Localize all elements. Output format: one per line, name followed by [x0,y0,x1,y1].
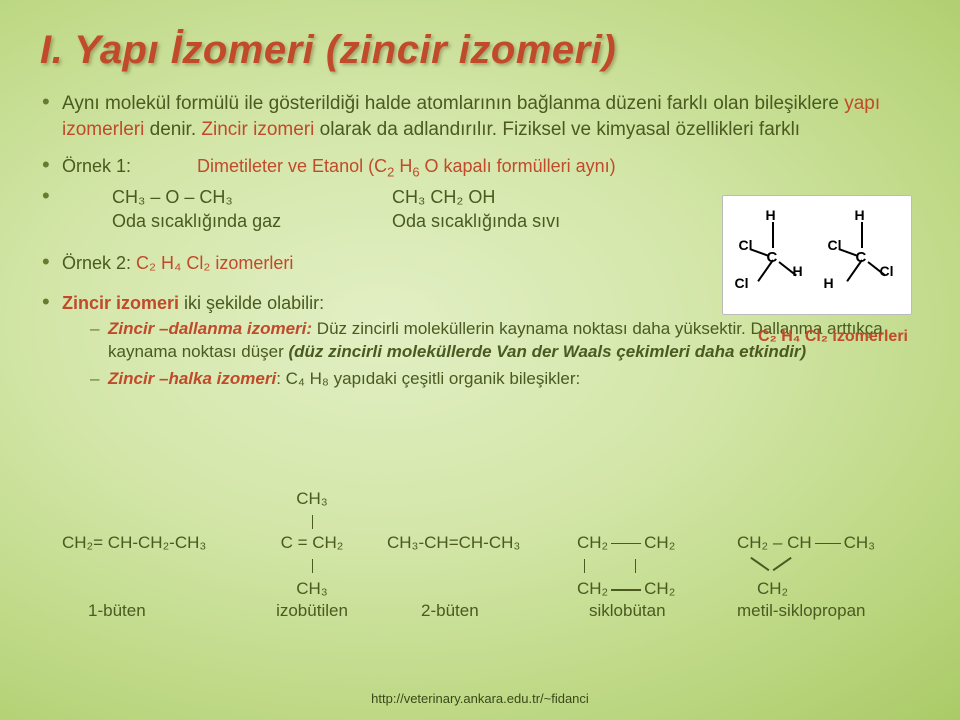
c2h4cl2-caption: C₂ H₄ Cl₂ izomerleri [758,328,908,346]
r4c5 [737,554,927,578]
name5: metil-siklopropan [737,600,927,622]
ex1-sub2: 6 [412,165,419,180]
halka-text: : C₄ H₈ yapıdaki çeşitli organik bileşik… [276,369,580,388]
name4-t: siklobütan [589,601,666,620]
r3c5c: CH₃ [844,533,875,552]
name4: siklobütan [577,600,737,622]
dallanma-paren: (düz zincirli moleküllerde Van der Waals… [288,342,806,361]
intro-text-3: olarak da adlandırılır. Fiziksel ve kimy… [314,119,800,140]
halka-item: Zincir –halka izomeri: C₄ H₈ yapıdaki çe… [90,368,920,391]
ex1-part-b: H [394,156,412,176]
r3c5b: CH [787,533,812,552]
tetra-left: C H Cl H Cl [733,205,813,305]
dimethylether-col: CH₃ – O – CH₃ Oda sıcaklığında gaz [112,185,332,234]
r3c5a: CH₂ [737,533,768,552]
halka-label: Zincir –halka izomeri [108,369,276,388]
example-1-label: Örnek 1: [62,154,192,178]
r1c2: CH₃ [237,488,387,510]
r5c4a: CH₂ [577,579,608,598]
dallanma-label: Zincir –dallanma izomeri: [108,319,312,338]
r3c4a: CH₂ [577,533,608,552]
intro-emph-2: Zincir izomeri [201,119,314,140]
zincir-head: Zincir izomeri [62,293,179,313]
ex1-part-a: Dimetileter ve Etanol (C [197,156,387,176]
tetra-right: C H H Cl Cl [822,205,902,305]
vbar-bot [237,554,387,578]
example-1-bullet: Örnek 1: Dimetileter ve Etanol (C2 H6 O … [40,154,920,178]
structures-area: CH₃ CH₂= CH-CH₂-CH₃ C = CH₂ CH₃-CH=CH-CH… [62,488,920,623]
ethanol-formula: CH₃ CH₂ OH [392,185,612,209]
r3c3: CH₃-CH=CH-CH₃ [387,532,577,554]
r5c4b: CH₂ [644,579,675,598]
ethanol-state: Oda sıcaklığında sıvı [392,209,612,233]
dimethylether-state: Oda sıcaklığında gaz [112,209,332,233]
name1-t: 1-büten [88,601,146,620]
example-2-label: Örnek 2: [62,253,136,273]
r3c4: CH₂ CH₂ [577,532,737,554]
name2: izobütilen [237,600,387,622]
example-2-formula: C₂ H₄ Cl₂ izomerleri [136,253,293,273]
r3c5: CH₂ – CHCH₃ [737,532,927,554]
name3-t: 2-büten [421,601,479,620]
example-1-desc: Dimetileter ve Etanol (C2 H6 O kapalı fo… [197,156,616,176]
intro-text-2: denir. [144,119,201,140]
slide-title: I. Yapı İzomeri (zincir izomeri) [40,28,920,73]
structures-grid: CH₃ CH₂= CH-CH₂-CH₃ C = CH₂ CH₃-CH=CH-CH… [62,488,920,623]
intro-text-1: Aynı molekül formülü ile gösterildiği ha… [62,93,844,114]
molecule-diagram: C H Cl H Cl C H H Cl Cl [722,195,912,315]
ethanol-col: CH₃ CH₂ OH Oda sıcaklığında sıvı [392,185,612,234]
zincir-head-rest: iki şekilde olabilir: [179,293,324,313]
r5c5a: CH₂ [757,579,788,598]
name3: 2-büten [387,600,577,622]
name1: 1-büten [62,600,237,622]
dimethylether-formula: CH₃ – O – CH₃ [112,185,332,209]
r5c5: CH₂ [737,578,927,600]
r5c4: CH₂ CH₂ [577,578,737,600]
r5c2: CH₃ [237,578,387,600]
r3c1: CH₂= CH-CH₂-CH₃ [62,532,237,554]
footer-url: http://veterinary.ankara.edu.tr/~fidanci [0,691,960,706]
r3c2: C = CH₂ [237,532,387,554]
intro-bullet: Aynı molekül formülü ile gösterildiği ha… [40,91,920,142]
vbar-top [237,510,387,532]
r4c4 [577,554,737,578]
r3c4b: CH₂ [644,533,675,552]
ex1-part-c: O kapalı formülleri aynı) [420,156,616,176]
